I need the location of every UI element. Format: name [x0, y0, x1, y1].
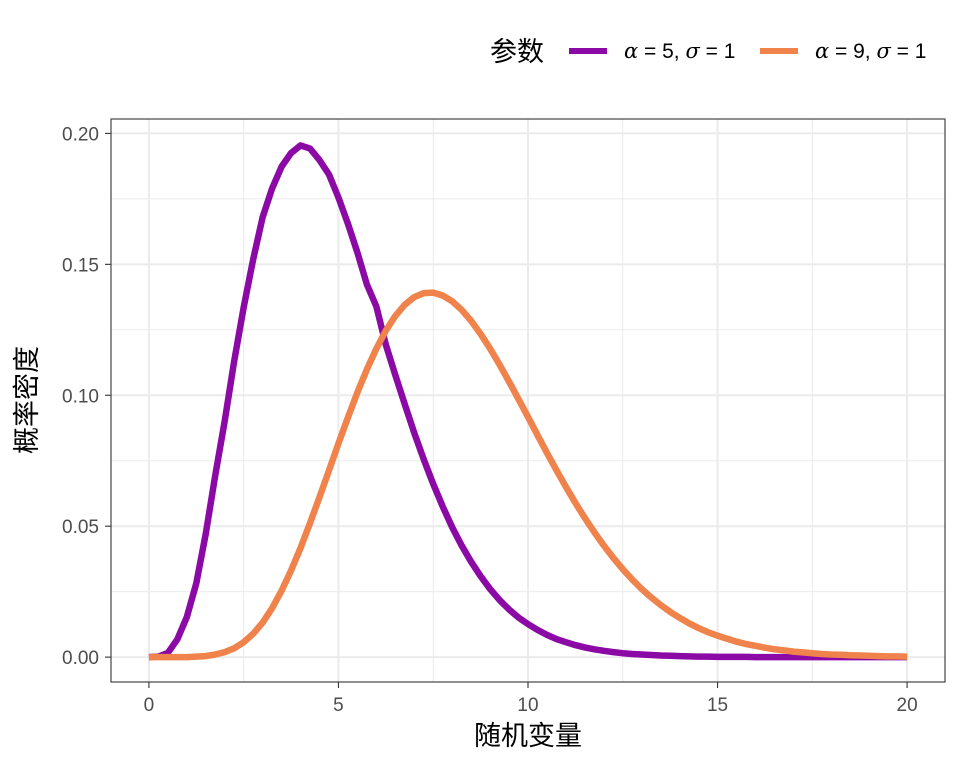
- legend-label-1: α = 5, σ = 1: [624, 39, 735, 63]
- grid-major: [111, 119, 945, 682]
- y-tick-label-0: 0.00: [62, 648, 99, 669]
- legend-alpha-value-2: = 9,: [829, 40, 876, 63]
- series-line-1: [148, 142, 908, 661]
- legend-sigma-symbol-2: σ: [876, 39, 891, 63]
- legend-title: 参数: [490, 37, 544, 68]
- x-tick-label-4: 20: [897, 695, 918, 716]
- legend-sigma-symbol-1: σ: [685, 39, 700, 63]
- legend-sigma-value-2: = 1: [891, 40, 927, 63]
- x-axis-title: 随机变量: [474, 721, 582, 752]
- legend-entry-1: α = 5, σ = 1: [569, 39, 735, 63]
- legend-entry-2: α = 9, σ = 1: [760, 39, 926, 63]
- y-tick-label-4: 0.20: [62, 124, 99, 145]
- legend-alpha-symbol-1: α: [624, 39, 638, 63]
- x-tick-label-2: 10: [517, 695, 538, 716]
- x-tick-label-1: 5: [333, 695, 344, 716]
- x-axis: 0 5 10 15 20: [144, 682, 918, 716]
- legend: 参数 α = 5, σ = 1 α = 9, σ = 1: [490, 37, 926, 68]
- x-tick-label-3: 15: [707, 695, 728, 716]
- legend-label-2: α = 9, σ = 1: [815, 39, 926, 63]
- y-tick-label-1: 0.05: [62, 517, 99, 538]
- y-axis-title: 概率密度: [12, 346, 43, 454]
- y-tick-label-2: 0.10: [62, 386, 99, 407]
- series-layer: [148, 142, 908, 661]
- legend-alpha-symbol-2: α: [815, 39, 829, 63]
- series-line-2: [148, 289, 908, 661]
- y-axis: 0.00 0.05 0.10 0.15 0.20: [62, 124, 111, 669]
- plot-panel: [110, 118, 946, 683]
- y-tick-label-3: 0.15: [62, 255, 99, 276]
- legend-alpha-value-1: = 5,: [638, 40, 685, 63]
- x-tick-label-0: 0: [144, 695, 155, 716]
- legend-sigma-value-1: = 1: [700, 40, 736, 63]
